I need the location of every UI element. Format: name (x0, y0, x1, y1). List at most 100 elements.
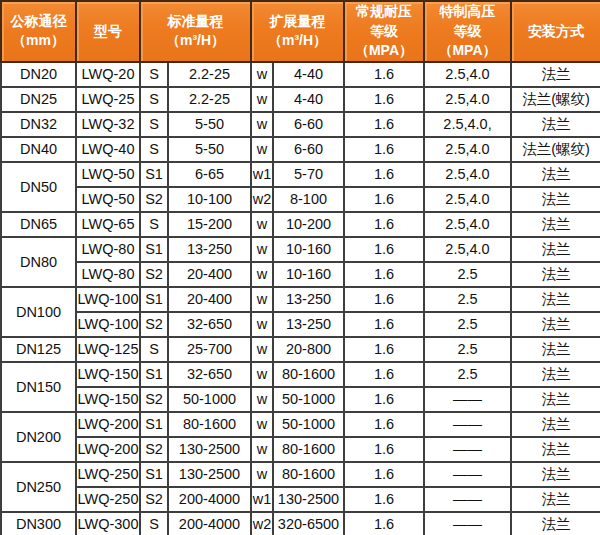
table-cell: DN32 (1, 112, 76, 137)
table-cell: w2 (251, 512, 273, 535)
table-row: LWQ-250S2200-4000w1130-25001.6——法兰 (1, 487, 600, 512)
table-cell: DN200 (1, 412, 76, 462)
table-cell: 130-2500 (168, 437, 251, 462)
table-header: 公称通径 （mm） 型号 标准量程 （m³/H） 扩展量程 （m³/H） 常规耐… (1, 1, 600, 62)
header-row: 公称通径 （mm） 型号 标准量程 （m³/H） 扩展量程 （m³/H） 常规耐… (1, 1, 600, 62)
table-cell: LWQ-20 (76, 62, 140, 87)
table-row: DN150LWQ-150S132-650w80-16001.62.5法兰 (1, 362, 600, 387)
table-cell: LWQ-50 (76, 162, 140, 187)
table-row: DN65LWQ-65S15-200w10-2001.62.5,4.0法兰 (1, 212, 600, 237)
table-cell: LWQ-80 (76, 237, 140, 262)
table-cell: 法兰 (511, 312, 600, 337)
table-row: LWQ-100S232-650w13-2501.62.5法兰 (1, 312, 600, 337)
table-cell: 法兰 (511, 162, 600, 187)
table-cell: 法兰(螺纹) (511, 87, 600, 112)
table-cell: 10-160 (273, 237, 344, 262)
table-cell: 5-50 (168, 112, 251, 137)
table-cell: 6-60 (273, 137, 344, 162)
table-cell: 1.6 (344, 262, 424, 287)
table-cell: —— (424, 462, 511, 487)
table-cell: 80-1600 (273, 462, 344, 487)
table-cell: —— (424, 487, 511, 512)
table-row: DN50LWQ-50S16-65w15-701.62.5,4.0法兰 (1, 162, 600, 187)
table-cell: 15-200 (168, 212, 251, 237)
table-row: DN250LWQ-250S1130-2500w80-16001.6——法兰 (1, 462, 600, 487)
table-body: DN20LWQ-20S2.2-25w4-401.62.5,4.0法兰DN25LW… (1, 62, 600, 535)
table-cell: w (251, 437, 273, 462)
table-cell: S1 (140, 287, 168, 312)
table-cell: LWQ-200 (76, 437, 140, 462)
table-cell: LWQ-50 (76, 187, 140, 212)
table-cell: 法兰 (511, 212, 600, 237)
header-cell-extended-range: 扩展量程 （m³/H） (251, 1, 344, 62)
table-cell: S (140, 137, 168, 162)
table-row: DN80LWQ-80S113-250w10-1601.62.5,4.0法兰 (1, 237, 600, 262)
table-cell: 1.6 (344, 512, 424, 535)
table-cell: DN80 (1, 237, 76, 287)
table-cell: 1.6 (344, 337, 424, 362)
table-cell: LWQ-65 (76, 212, 140, 237)
table-cell: 130-2500 (273, 487, 344, 512)
table-cell: 320-6500 (273, 512, 344, 535)
table-cell: 10-200 (273, 212, 344, 237)
table-cell: S1 (140, 162, 168, 187)
table-cell: 10-160 (273, 262, 344, 287)
table-cell: 200-4000 (168, 512, 251, 535)
table-cell: 1.6 (344, 162, 424, 187)
header-cell-installation-method: 安装方式 (511, 1, 600, 62)
table-cell: LWQ-250 (76, 487, 140, 512)
table-cell: 2.5,4.0 (424, 187, 511, 212)
table-cell: S2 (140, 437, 168, 462)
table-cell: 2.5 (424, 312, 511, 337)
table-cell: S1 (140, 462, 168, 487)
table-cell: 1.6 (344, 437, 424, 462)
table-cell: DN250 (1, 462, 76, 512)
table-row: LWQ-150S250-1000w50-10001.6——法兰 (1, 387, 600, 412)
table-cell: w (251, 287, 273, 312)
table-cell: S (140, 112, 168, 137)
table-cell: 1.6 (344, 112, 424, 137)
table-cell: LWQ-125 (76, 337, 140, 362)
table-cell: 20-800 (273, 337, 344, 362)
table-cell: 2.2-25 (168, 62, 251, 87)
table-cell: 4-40 (273, 62, 344, 87)
table-cell: 法兰 (511, 287, 600, 312)
table-cell: 2.5 (424, 362, 511, 387)
table-cell: 6-65 (168, 162, 251, 187)
table-cell: 32-650 (168, 362, 251, 387)
table-cell: DN300 (1, 512, 76, 535)
header-cell-special-high-pressure-rating: 特制高压 等级（MPA） (424, 1, 511, 62)
table-cell: 1.6 (344, 362, 424, 387)
table-cell: 2.5,4.0 (424, 162, 511, 187)
table-cell: S2 (140, 487, 168, 512)
table-cell: DN25 (1, 87, 76, 112)
table-cell: 2.5,4.0 (424, 237, 511, 262)
table-cell: 50-1000 (168, 387, 251, 412)
table-cell: LWQ-100 (76, 287, 140, 312)
table-cell: 2.5 (424, 287, 511, 312)
table-cell: S2 (140, 312, 168, 337)
table-cell: w (251, 87, 273, 112)
table-cell: DN100 (1, 287, 76, 337)
table-cell: LWQ-300 (76, 512, 140, 535)
table-cell: S2 (140, 187, 168, 212)
table-cell: 20-400 (168, 287, 251, 312)
table-cell: DN125 (1, 337, 76, 362)
table-cell: 13-250 (273, 287, 344, 312)
table-cell: S (140, 87, 168, 112)
table-cell: S (140, 512, 168, 535)
table-cell: w (251, 62, 273, 87)
table-cell: 2.5,4.0 (424, 212, 511, 237)
table-cell: 法兰 (511, 337, 600, 362)
flowmeter-spec-table: 公称通径 （mm） 型号 标准量程 （m³/H） 扩展量程 （m³/H） 常规耐… (0, 0, 600, 535)
table-cell: S (140, 337, 168, 362)
table-cell: S2 (140, 262, 168, 287)
table-cell: 1.6 (344, 87, 424, 112)
table-cell: 法兰 (511, 62, 600, 87)
table-cell: 法兰 (511, 112, 600, 137)
table-cell: LWQ-32 (76, 112, 140, 137)
table-cell: 80-1600 (273, 437, 344, 462)
table-cell: S2 (140, 387, 168, 412)
table-row: DN40LWQ-40S5-50w6-601.62.5,4.0法兰(螺纹) (1, 137, 600, 162)
table-cell: DN65 (1, 212, 76, 237)
